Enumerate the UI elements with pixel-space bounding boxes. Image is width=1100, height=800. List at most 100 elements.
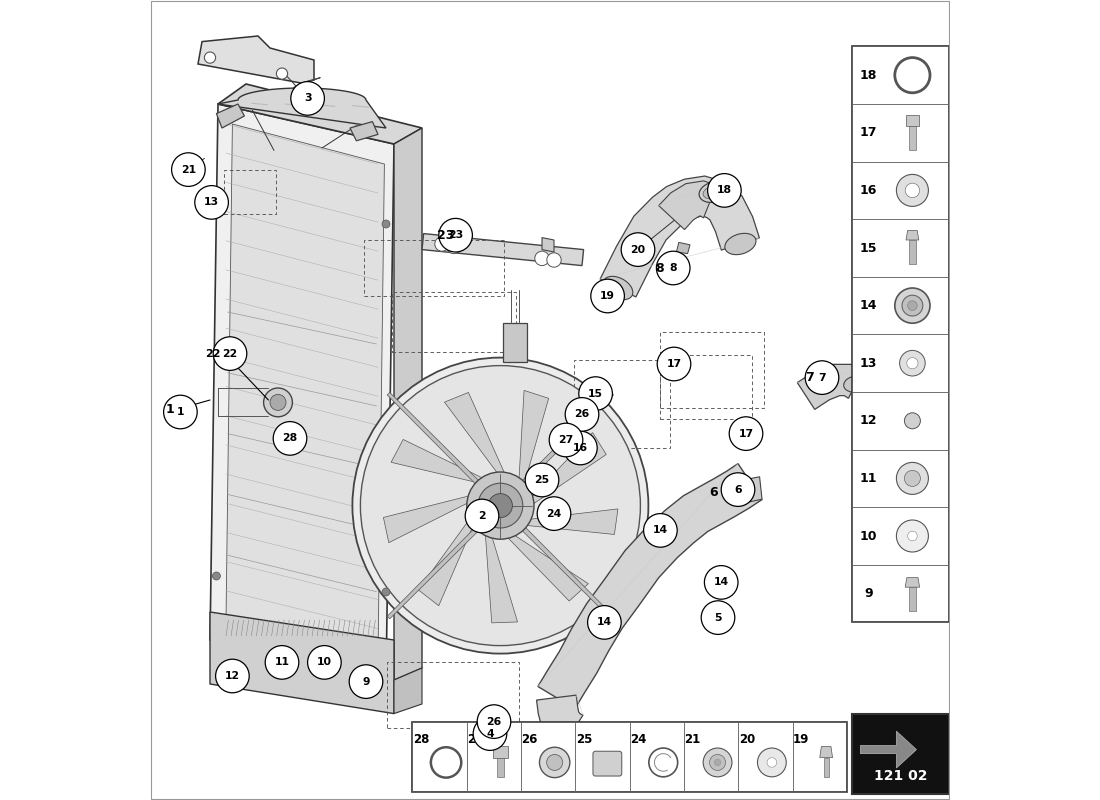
- Bar: [910, 587, 915, 611]
- Bar: [387, 662, 519, 728]
- Text: 1: 1: [166, 403, 175, 416]
- Circle shape: [563, 431, 597, 465]
- Circle shape: [758, 748, 786, 777]
- Text: 6: 6: [710, 486, 718, 498]
- Text: 24: 24: [547, 509, 562, 518]
- Circle shape: [216, 659, 250, 693]
- Circle shape: [264, 388, 293, 417]
- Circle shape: [447, 239, 461, 254]
- Bar: [629, 722, 684, 792]
- Polygon shape: [538, 464, 762, 709]
- Circle shape: [707, 174, 741, 207]
- Polygon shape: [198, 36, 314, 83]
- Polygon shape: [730, 476, 738, 506]
- FancyBboxPatch shape: [593, 751, 622, 776]
- Circle shape: [565, 398, 598, 431]
- Polygon shape: [302, 78, 320, 83]
- Circle shape: [894, 288, 930, 323]
- Bar: [852, 714, 949, 794]
- Bar: [466, 722, 521, 792]
- Circle shape: [704, 566, 738, 599]
- Circle shape: [906, 358, 918, 369]
- Circle shape: [549, 423, 583, 457]
- Text: 21: 21: [684, 733, 701, 746]
- Text: 3: 3: [304, 94, 311, 103]
- Bar: [852, 104, 949, 162]
- Circle shape: [710, 754, 726, 770]
- Circle shape: [896, 520, 928, 552]
- Circle shape: [537, 497, 571, 530]
- Circle shape: [805, 361, 839, 394]
- Bar: [660, 355, 752, 419]
- Circle shape: [488, 494, 513, 518]
- Bar: [852, 162, 949, 219]
- Bar: [364, 240, 504, 296]
- Polygon shape: [217, 104, 244, 128]
- Circle shape: [525, 463, 559, 497]
- Polygon shape: [676, 242, 690, 254]
- Text: 27: 27: [468, 733, 484, 746]
- Circle shape: [905, 183, 920, 198]
- Text: 26: 26: [486, 717, 502, 726]
- Polygon shape: [446, 222, 458, 236]
- Text: 21: 21: [180, 165, 196, 174]
- Text: 13: 13: [204, 198, 219, 207]
- Polygon shape: [394, 668, 422, 714]
- Polygon shape: [906, 115, 918, 126]
- Bar: [852, 277, 949, 334]
- Circle shape: [466, 472, 534, 539]
- Bar: [852, 46, 949, 622]
- Circle shape: [904, 470, 921, 486]
- Circle shape: [382, 220, 390, 228]
- Circle shape: [657, 251, 690, 285]
- Circle shape: [729, 417, 762, 450]
- Circle shape: [547, 754, 563, 770]
- Text: 22: 22: [222, 349, 238, 358]
- Bar: [792, 722, 847, 792]
- Text: 24: 24: [630, 733, 647, 746]
- Bar: [660, 332, 764, 408]
- Polygon shape: [820, 746, 833, 758]
- Circle shape: [465, 499, 498, 533]
- Text: 20: 20: [739, 733, 755, 746]
- Ellipse shape: [725, 234, 756, 254]
- Text: 18: 18: [860, 69, 877, 82]
- Text: 9: 9: [362, 677, 370, 686]
- Circle shape: [478, 483, 522, 528]
- Circle shape: [265, 646, 299, 679]
- Polygon shape: [422, 234, 584, 266]
- Ellipse shape: [703, 185, 725, 199]
- Text: 28: 28: [412, 733, 429, 746]
- Text: 6: 6: [734, 485, 741, 494]
- Circle shape: [382, 588, 390, 596]
- Circle shape: [621, 233, 654, 266]
- Polygon shape: [418, 516, 475, 606]
- Polygon shape: [444, 393, 506, 476]
- Circle shape: [290, 82, 324, 115]
- Text: 27: 27: [559, 435, 573, 445]
- Text: 9: 9: [865, 587, 872, 600]
- Circle shape: [273, 422, 307, 455]
- Circle shape: [904, 413, 921, 429]
- Text: 28: 28: [283, 434, 298, 443]
- Text: 121 02: 121 02: [874, 769, 927, 783]
- Text: 8: 8: [670, 263, 676, 273]
- Text: 17: 17: [860, 126, 877, 139]
- Bar: [852, 565, 949, 622]
- Polygon shape: [210, 612, 394, 714]
- Text: 23: 23: [438, 229, 454, 242]
- Circle shape: [213, 337, 246, 370]
- Circle shape: [767, 758, 777, 767]
- Ellipse shape: [844, 376, 868, 392]
- Bar: [852, 507, 949, 565]
- Text: 11: 11: [275, 658, 289, 667]
- Circle shape: [539, 747, 570, 778]
- Polygon shape: [726, 477, 762, 506]
- Bar: [910, 126, 915, 150]
- Circle shape: [164, 395, 197, 429]
- Text: 14: 14: [597, 618, 612, 627]
- Text: 7: 7: [805, 371, 814, 384]
- Circle shape: [205, 52, 216, 63]
- Text: 17: 17: [667, 359, 682, 369]
- Circle shape: [212, 572, 220, 580]
